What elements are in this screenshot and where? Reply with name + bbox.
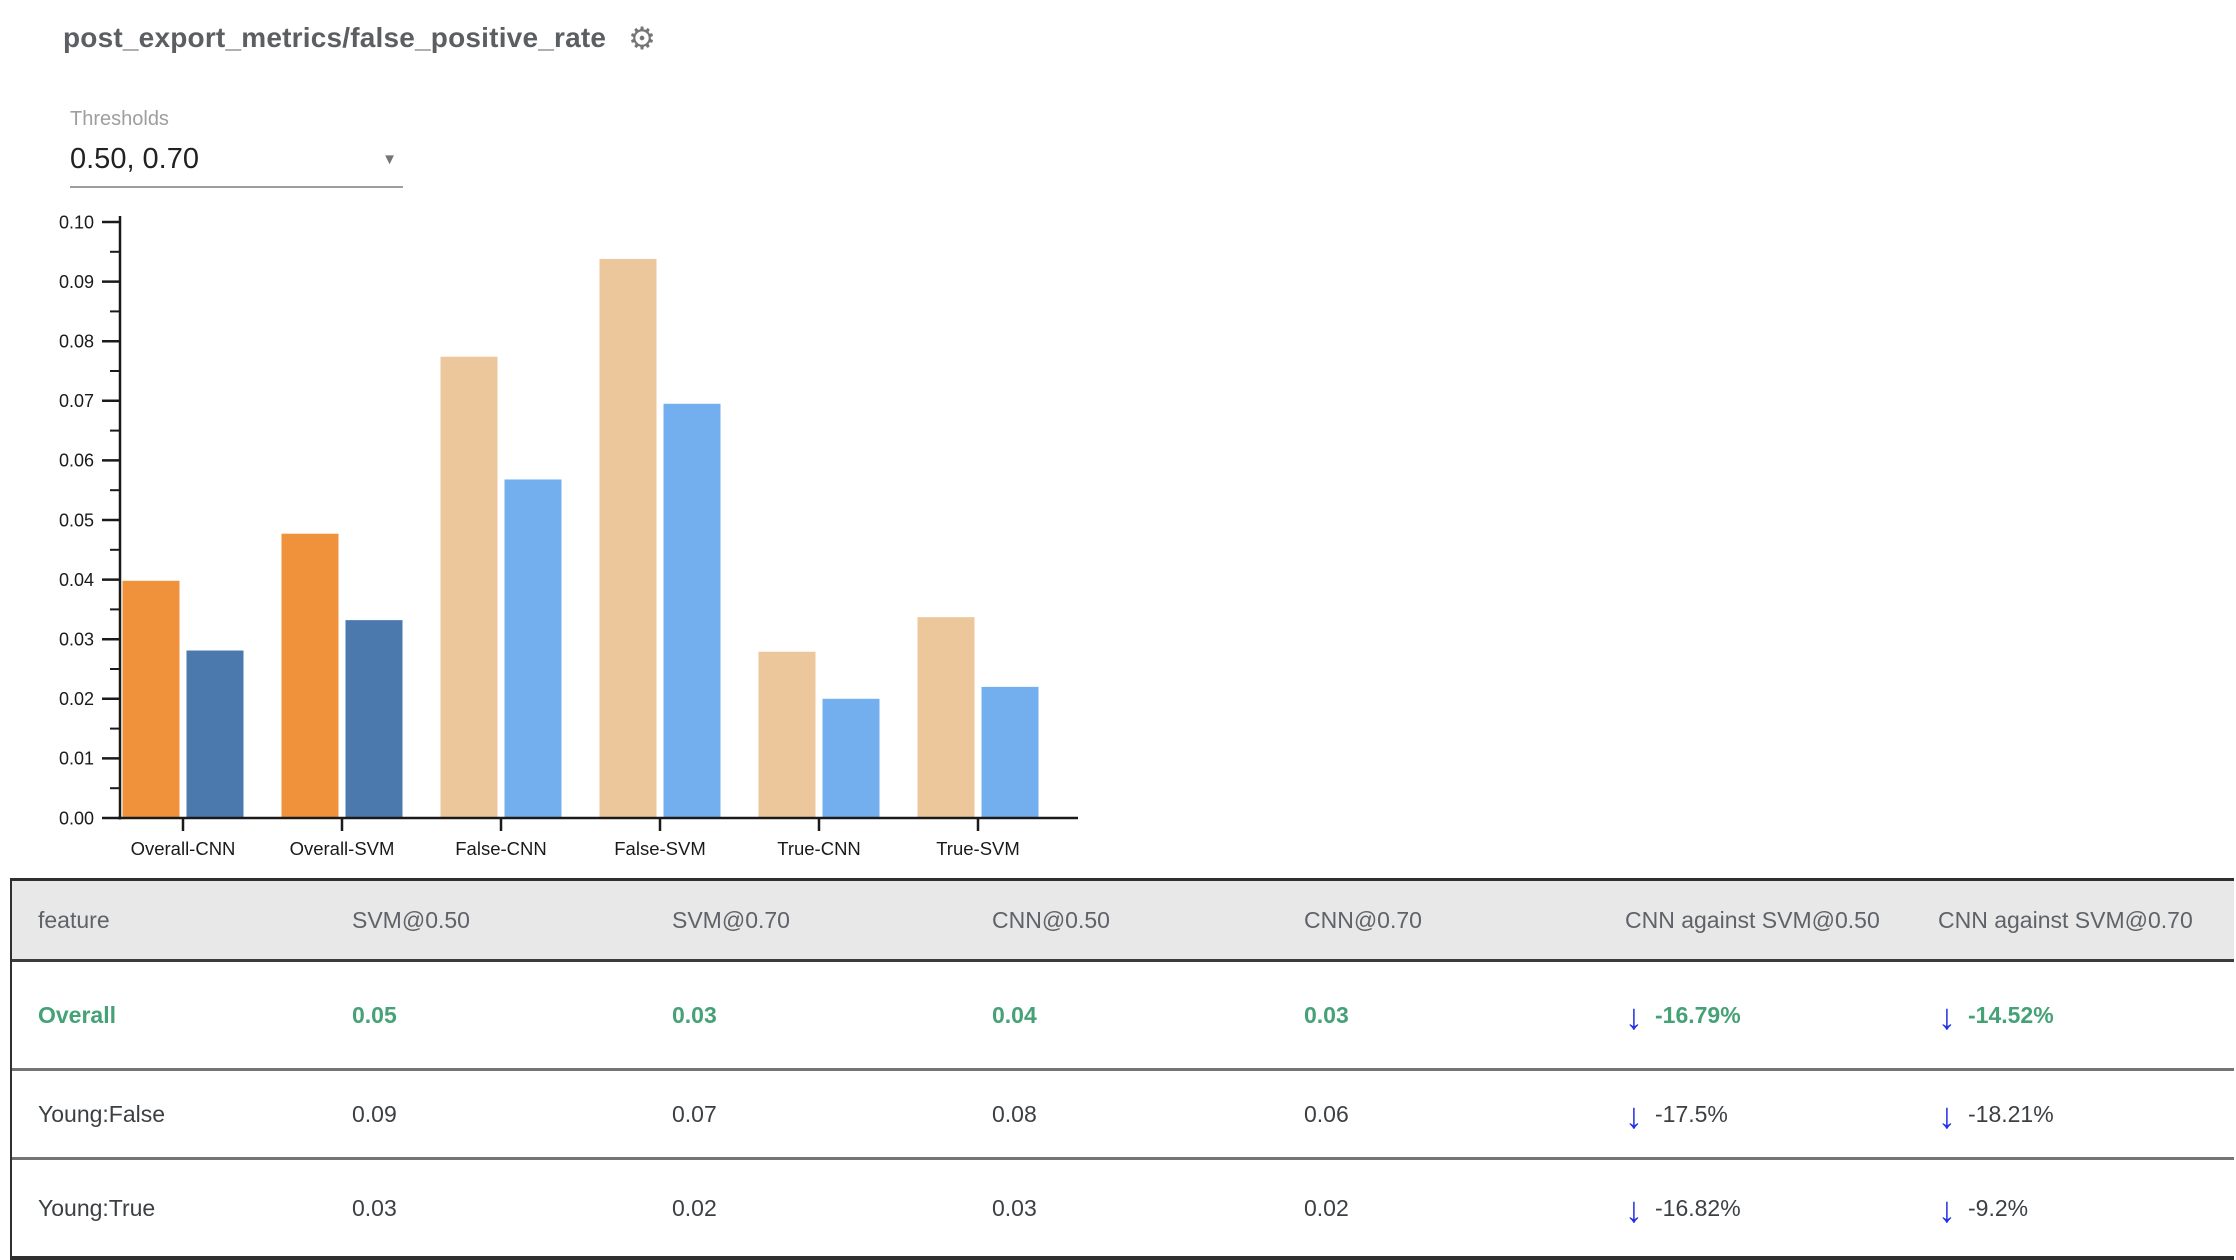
value-cell: 0.08 bbox=[992, 1100, 1037, 1127]
delta-value: -18.21% bbox=[1968, 1100, 2054, 1127]
y-tick-label: 0.10 bbox=[59, 212, 94, 232]
thresholds-select[interactable]: 0.50, 0.70 ▼ bbox=[70, 137, 403, 188]
down-arrow-icon: ↓ bbox=[1625, 1189, 1643, 1230]
value-cell: 0.09 bbox=[352, 1100, 397, 1127]
column-header-feature: feature bbox=[38, 906, 110, 933]
y-tick-label: 0.03 bbox=[59, 630, 94, 650]
value-cell: 0.06 bbox=[1304, 1100, 1349, 1127]
bar-chart-svg: 0.00 0.01 0.02 0.03 0.04 0.05 0.06 0.07 0.08 0.09… bbox=[59, 212, 1078, 859]
bar-True-SVM-threshold-0.70[interactable] bbox=[981, 686, 1039, 818]
x-tick-label: True-SVM bbox=[936, 838, 1020, 859]
y-tick-label: 0.06 bbox=[59, 451, 94, 471]
delta-cell: ↓ -16.79% bbox=[1625, 996, 1938, 1037]
table-body: Overall 0.05 0.03 0.04 0.03 ↓ -16.79% ↓ -14.52% Y… bbox=[12, 962, 2234, 1256]
column-header-cnn-0-50: CNN@0.50 bbox=[992, 906, 1110, 933]
feature-cell: Young:True bbox=[38, 1194, 156, 1221]
bar-Overall-CNN-threshold-0.50[interactable] bbox=[122, 580, 180, 818]
value-cell: 0.02 bbox=[672, 1194, 717, 1221]
table-row-overall[interactable]: Overall 0.05 0.03 0.04 0.03 ↓ -16.79% ↓ -14.52% bbox=[12, 962, 2234, 1071]
x-tick-label: Overall-CNN bbox=[131, 838, 236, 859]
bar-True-SVM-threshold-0.50[interactable] bbox=[917, 617, 975, 818]
value-cell: 0.04 bbox=[992, 1001, 1037, 1028]
down-arrow-icon: ↓ bbox=[1938, 1189, 1956, 1230]
thresholds-control: Thresholds 0.50, 0.70 ▼ bbox=[70, 108, 403, 188]
delta-value: -16.79% bbox=[1655, 1001, 1741, 1028]
x-tick-label: True-CNN bbox=[777, 838, 861, 859]
value-cell: 0.03 bbox=[672, 1001, 717, 1028]
column-header-cnn-against-svm-0-50: CNN against SVM@0.50 bbox=[1625, 906, 1880, 933]
column-header-cnn-against-svm-0-70: CNN against SVM@0.70 bbox=[1938, 906, 2193, 933]
chevron-down-icon: ▼ bbox=[382, 151, 397, 168]
table-row-young-false[interactable]: Young:False 0.09 0.07 0.08 0.06 ↓ -17.5% ↓ -18.2… bbox=[12, 1071, 2234, 1160]
bar-True-CNN-threshold-0.50[interactable] bbox=[758, 651, 816, 818]
column-header-cnn-0-70: CNN@0.70 bbox=[1304, 906, 1422, 933]
delta-value: -14.52% bbox=[1968, 1001, 2054, 1028]
value-cell: 0.03 bbox=[352, 1194, 397, 1221]
y-tick-label: 0.08 bbox=[59, 332, 94, 352]
value-cell: 0.02 bbox=[1304, 1194, 1349, 1221]
feature-cell: Young:False bbox=[38, 1100, 166, 1127]
x-tick-label: False-SVM bbox=[614, 838, 706, 859]
column-header-svm-0-70: SVM@0.70 bbox=[672, 906, 790, 933]
bar-Overall-SVM-threshold-0.70[interactable] bbox=[345, 620, 403, 818]
down-arrow-icon: ↓ bbox=[1938, 996, 1956, 1037]
delta-cell: ↓ -16.82% bbox=[1625, 1189, 1938, 1230]
y-tick-label: 0.00 bbox=[59, 808, 94, 828]
bar-True-CNN-threshold-0.70[interactable] bbox=[822, 698, 880, 818]
bar-False-CNN-threshold-0.50[interactable] bbox=[440, 356, 498, 818]
delta-cell: ↓ -14.52% bbox=[1938, 996, 2234, 1037]
value-cell: 0.07 bbox=[672, 1100, 717, 1127]
down-arrow-icon: ↓ bbox=[1938, 1095, 1956, 1136]
thresholds-value: 0.50, 0.70 bbox=[70, 143, 199, 175]
delta-cell: ↓ -17.5% bbox=[1625, 1095, 1938, 1136]
feature-cell: Overall bbox=[38, 1001, 116, 1028]
table-row-young-true[interactable]: Young:True 0.03 0.02 0.03 0.02 ↓ -16.82% ↓ -9.2% bbox=[12, 1160, 2234, 1256]
delta-cell: ↓ -9.2% bbox=[1938, 1189, 2234, 1230]
y-tick-label: 0.09 bbox=[59, 272, 94, 292]
panel-header: post_export_metrics/false_positive_rate … bbox=[63, 22, 656, 54]
x-tick-label: Overall-SVM bbox=[290, 838, 395, 859]
bar-False-SVM-threshold-0.50[interactable] bbox=[599, 258, 657, 818]
gear-icon[interactable]: ⚙ bbox=[628, 20, 656, 56]
bar-False-CNN-threshold-0.70[interactable] bbox=[504, 479, 562, 818]
value-cell: 0.03 bbox=[992, 1194, 1037, 1221]
bar-Overall-SVM-threshold-0.50[interactable] bbox=[281, 533, 339, 818]
x-tick-label: False-CNN bbox=[455, 838, 546, 859]
bar-False-SVM-threshold-0.70[interactable] bbox=[663, 403, 721, 818]
thresholds-label: Thresholds bbox=[70, 108, 169, 130]
y-tick-label: 0.04 bbox=[59, 570, 94, 590]
metrics-table: feature SVM@0.50 SVM@0.70 CNN@0.50 CNN@0.70 C… bbox=[10, 878, 2234, 1260]
y-tick-label: 0.02 bbox=[59, 689, 94, 709]
delta-cell: ↓ -18.21% bbox=[1938, 1095, 2234, 1136]
delta-value: -9.2% bbox=[1968, 1194, 2029, 1221]
bar-chart: 0.00 0.01 0.02 0.03 0.04 0.05 0.06 0.07 0.08 0.09… bbox=[0, 200, 1130, 880]
column-header-svm-0-50: SVM@0.50 bbox=[352, 906, 470, 933]
value-cell: 0.05 bbox=[352, 1001, 397, 1028]
y-tick-label: 0.07 bbox=[59, 391, 94, 411]
y-tick-label: 0.05 bbox=[59, 510, 94, 530]
metric-title: post_export_metrics/false_positive_rate bbox=[63, 22, 607, 53]
bar-Overall-CNN-threshold-0.70[interactable] bbox=[186, 650, 244, 818]
value-cell: 0.03 bbox=[1304, 1001, 1349, 1028]
table-header-row: feature SVM@0.50 SVM@0.70 CNN@0.50 CNN@0.70 C… bbox=[12, 881, 2234, 962]
y-tick-label: 0.01 bbox=[59, 749, 94, 769]
delta-value: -16.82% bbox=[1655, 1194, 1741, 1221]
down-arrow-icon: ↓ bbox=[1625, 996, 1643, 1037]
down-arrow-icon: ↓ bbox=[1625, 1095, 1643, 1136]
delta-value: -17.5% bbox=[1655, 1100, 1728, 1127]
